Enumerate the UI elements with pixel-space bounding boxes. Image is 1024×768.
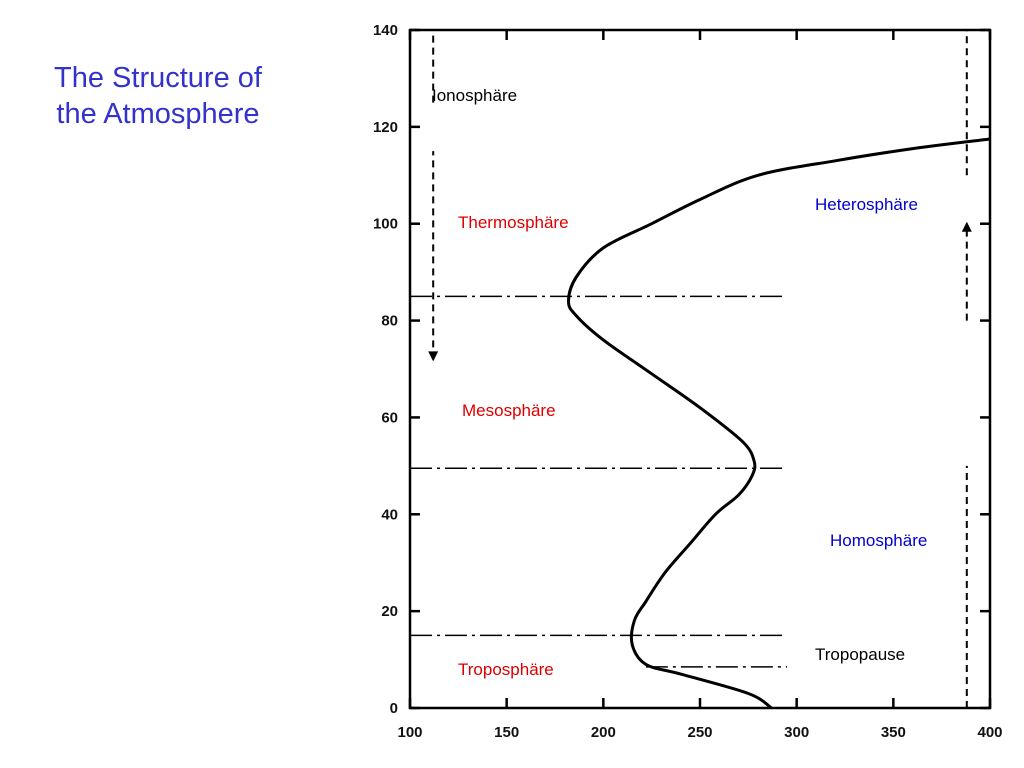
- y-tick-label: 40: [381, 506, 398, 523]
- x-tick-label: 200: [591, 724, 616, 741]
- annotations: Ionosphäre Thermosphäre Mesosphäre Troposph…: [432, 86, 927, 679]
- plot-frame: [408, 28, 992, 710]
- dashed-arrows: [428, 30, 972, 708]
- arrow-head: [961, 221, 972, 232]
- annotation-homosph-re: Homosphäre: [830, 531, 927, 550]
- annotation-ionosph-re: Ionosphäre: [432, 86, 517, 105]
- y-tick-label: 140: [373, 22, 398, 39]
- annotation-mesosph-re: Mesosphäre: [462, 401, 556, 420]
- annotation-heterosph-re: Heterosphäre: [815, 195, 918, 214]
- ticks: [408, 28, 992, 710]
- annotation-thermosph-re: Thermosphäre: [458, 213, 569, 232]
- annotation-tropopause: Tropopause: [815, 645, 905, 664]
- layer-boundaries: [410, 295, 787, 668]
- slide-title-line-2: the Atmosphere: [56, 98, 260, 131]
- slide-title-line-1: The Structure of: [54, 62, 262, 94]
- y-tick-label: 0: [390, 700, 398, 717]
- y-tick-label: 60: [381, 409, 398, 426]
- x-tick-label: 300: [784, 724, 809, 741]
- x-tick-label: 250: [687, 724, 712, 741]
- temperature-curve: [566, 137, 991, 710]
- x-tick-label: 150: [494, 724, 519, 741]
- slide-title: The Structure of the Atmosphere: [18, 60, 298, 133]
- tick-labels: 100 150 200 250 300 350 400 0 20 40 60 80 100 120 140: [373, 22, 1003, 741]
- y-tick-label: 80: [381, 313, 398, 330]
- y-tick-label: 120: [373, 119, 398, 136]
- y-tick-label: 100: [373, 216, 398, 233]
- x-tick-label: 100: [397, 724, 422, 741]
- annotation-troposph-re: Troposphäre: [458, 660, 554, 679]
- arrow-head: [428, 351, 439, 362]
- x-tick-label: 400: [977, 724, 1002, 741]
- y-tick-label: 20: [381, 603, 398, 620]
- x-tick-label: 350: [881, 724, 906, 741]
